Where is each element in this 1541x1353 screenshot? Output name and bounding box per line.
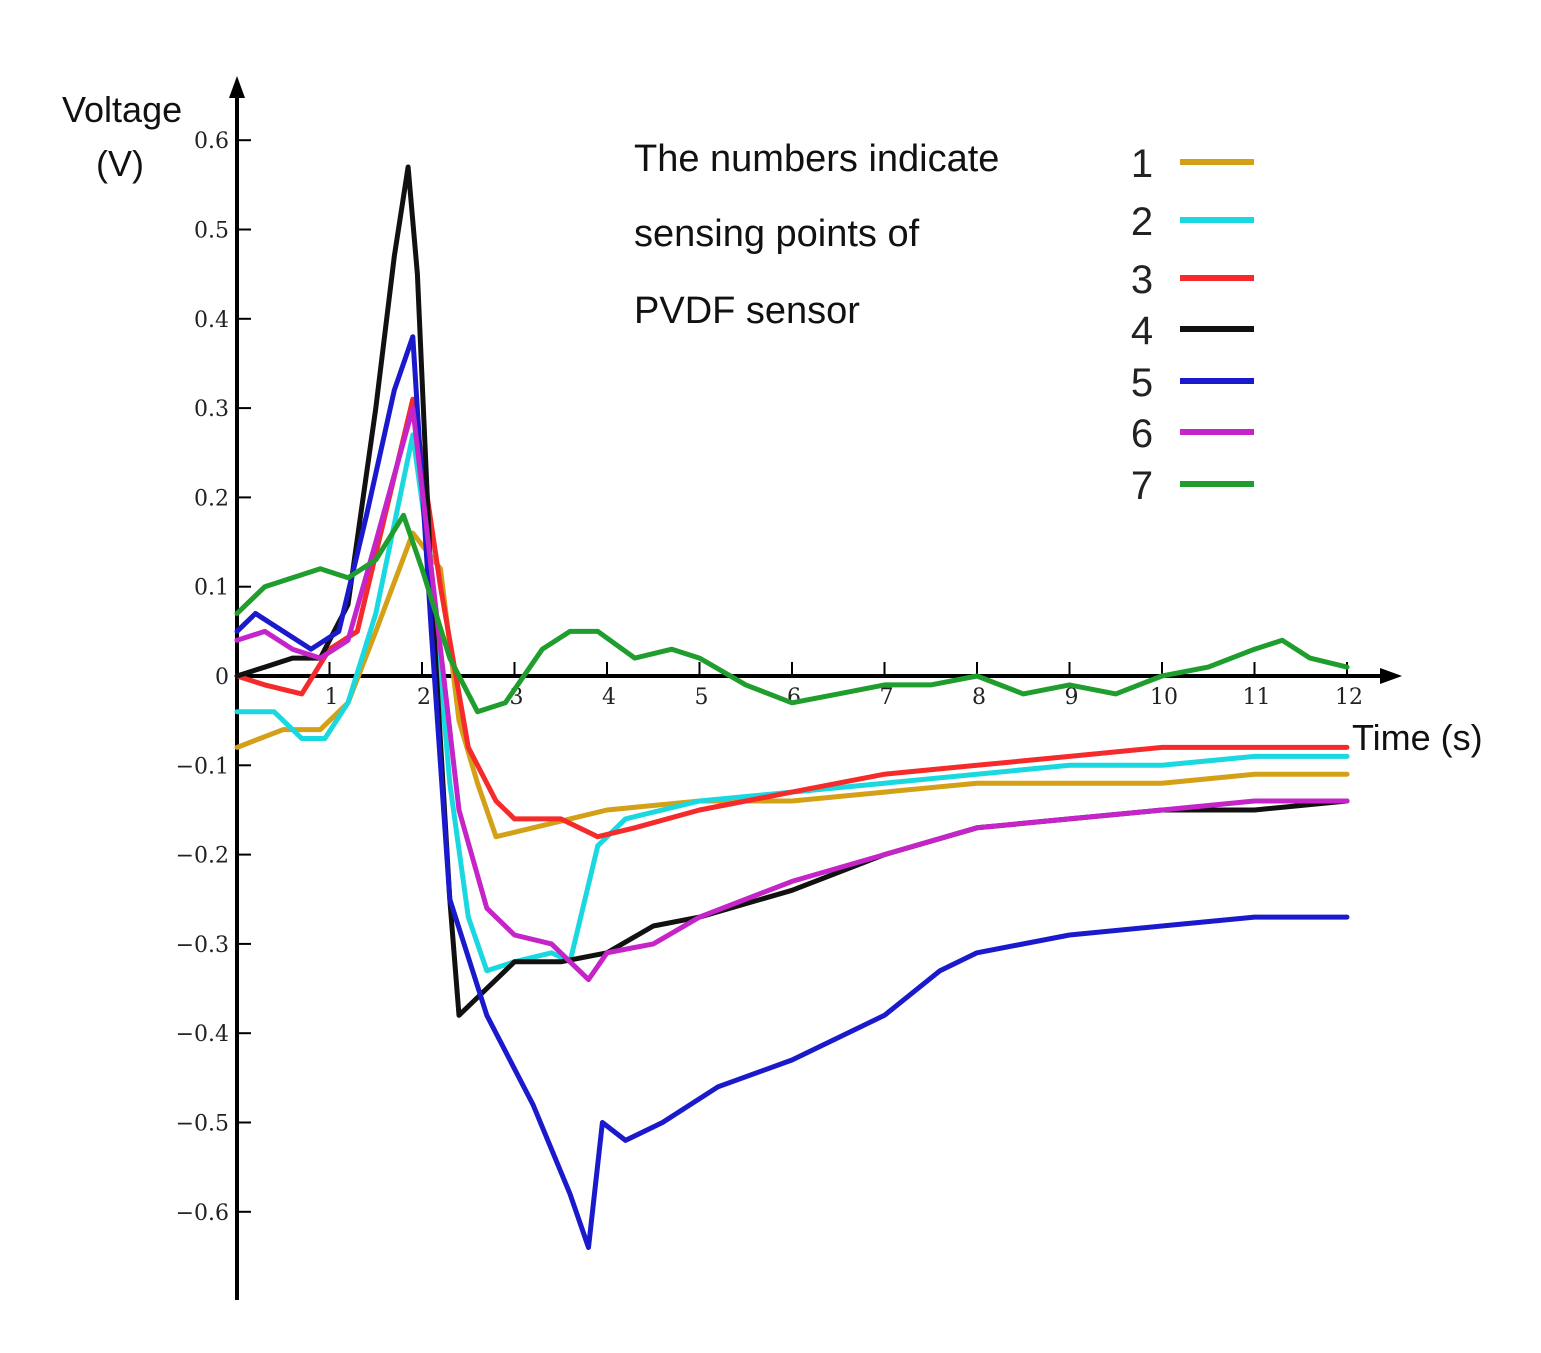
- legend-label-1: 1: [1131, 142, 1153, 186]
- legend-label-3: 3: [1131, 258, 1153, 302]
- legend-label-2: 2: [1131, 200, 1153, 244]
- y-tick-label: 0.4: [194, 308, 229, 333]
- x-tick-label: 4: [602, 685, 616, 710]
- series-line-7: [234, 512, 1350, 715]
- series-line-6: [234, 405, 1350, 983]
- x-tick-label: 8: [972, 685, 986, 710]
- y-tick-label: −0.2: [176, 844, 229, 869]
- x-ticks: 1 2 3 4 5 6 7 8 9 10 11 12: [325, 662, 1363, 710]
- y-tick-label: 0.2: [194, 486, 229, 511]
- series-lines: [234, 164, 1350, 1250]
- annotation-line-3: PVDF sensor: [634, 290, 860, 332]
- series-line-3: [234, 396, 1350, 840]
- legend-label-7: 7: [1131, 464, 1153, 508]
- y-ticks: 0.6 0.5 0.4 0.3 0.2 0.1 0 −0.1 −0.2 −0.3 −0.4 −0.5 −…: [176, 129, 251, 1226]
- y-axis-title-line2: (V): [96, 143, 144, 184]
- y-axis-arrow: [229, 76, 245, 98]
- legend-label-6: 6: [1131, 412, 1153, 456]
- x-tick-label: 5: [695, 685, 709, 710]
- series-line-5: [234, 334, 1350, 1250]
- y-tick-label: −0.4: [176, 1022, 229, 1047]
- legend-label-5: 5: [1131, 361, 1153, 405]
- x-axis-title: Time (s): [1352, 717, 1483, 758]
- x-axis-arrow: [1380, 668, 1402, 684]
- x-tick-label: 2: [417, 685, 431, 710]
- y-tick-label: 0.1: [194, 576, 229, 601]
- annotation-line-1: The numbers indicate: [634, 138, 999, 180]
- y-tick-label: 0.5: [194, 219, 229, 244]
- y-tick-label: −0.5: [176, 1112, 229, 1137]
- y-tick-label: 0.6: [194, 129, 229, 154]
- y-tick-label: −0.1: [176, 754, 229, 779]
- x-tick-label: 10: [1150, 685, 1178, 710]
- y-axis-title-line1: Voltage: [62, 89, 182, 130]
- x-tick-label: 9: [1065, 685, 1079, 710]
- x-tick-label: 7: [880, 685, 894, 710]
- x-tick-label: 6: [787, 685, 801, 710]
- x-tick-label: 1: [325, 685, 339, 710]
- y-tick-label: 0: [215, 665, 229, 690]
- series-line-2: [234, 432, 1350, 974]
- y-tick-label: 0.3: [194, 397, 229, 422]
- x-tick-label: 12: [1335, 685, 1363, 710]
- y-tick-label: −0.6: [176, 1201, 229, 1226]
- x-tick-label: 11: [1243, 685, 1271, 710]
- y-tick-label: −0.3: [176, 933, 229, 958]
- legend: 1 2 3 4 5 6 7: [1131, 142, 1254, 508]
- annotation-line-2: sensing points of: [634, 213, 920, 255]
- legend-label-4: 4: [1131, 309, 1153, 353]
